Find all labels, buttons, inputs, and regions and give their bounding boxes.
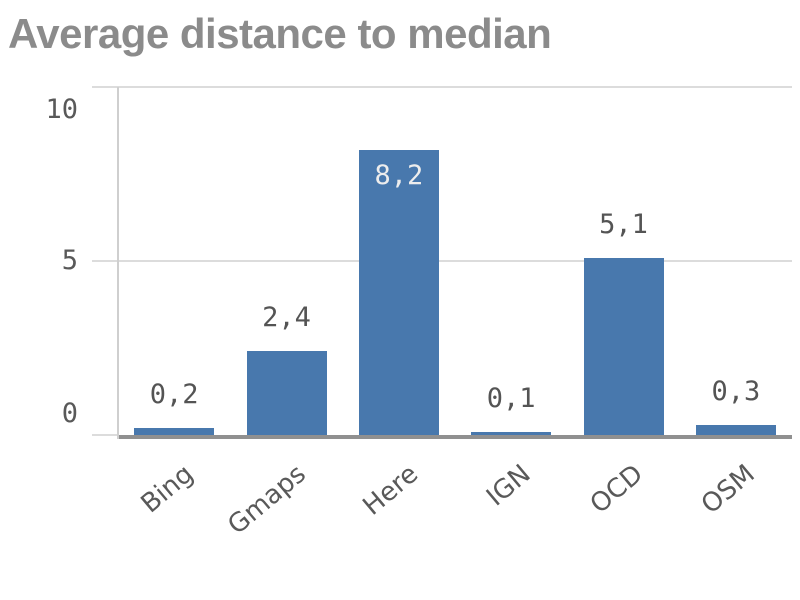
x-category-label-gmaps[interactable]: Gmaps	[222, 459, 312, 541]
bar-value-label: 8,2	[374, 159, 424, 191]
y-tick-label: 0	[61, 398, 78, 429]
gridline	[92, 260, 792, 262]
bar-value-label: 5,1	[599, 208, 648, 240]
x-category-label-ocd[interactable]: OCD	[584, 459, 649, 520]
x-category-label-here[interactable]: Here	[357, 459, 425, 522]
x-category-label-bing[interactable]: Bing	[135, 459, 200, 520]
bar-ign[interactable]	[471, 431, 552, 435]
x-category-label-osm[interactable]: OSM	[696, 459, 762, 521]
chart-title: Average distance to median	[8, 10, 552, 57]
bar-value-label: 0,1	[486, 382, 536, 414]
y-tick-label: 5	[61, 245, 78, 276]
bar-ocd[interactable]	[583, 257, 664, 435]
x-axis-line	[118, 435, 792, 439]
bar-here[interactable]	[358, 149, 439, 435]
y-tick-label: 10	[45, 94, 78, 125]
x-axis-tick	[92, 434, 118, 436]
gridline	[92, 86, 792, 88]
bar-bing[interactable]	[134, 428, 215, 435]
bar-value-label: 0,2	[149, 379, 199, 411]
bar-value-label: 0,3	[711, 375, 761, 407]
x-category-label-ign[interactable]: IGN	[480, 459, 537, 513]
y-axis-line	[117, 87, 119, 439]
bar-value-label: 2,4	[262, 302, 311, 334]
bar-osm[interactable]	[695, 424, 776, 435]
bar-gmaps[interactable]	[246, 351, 327, 435]
